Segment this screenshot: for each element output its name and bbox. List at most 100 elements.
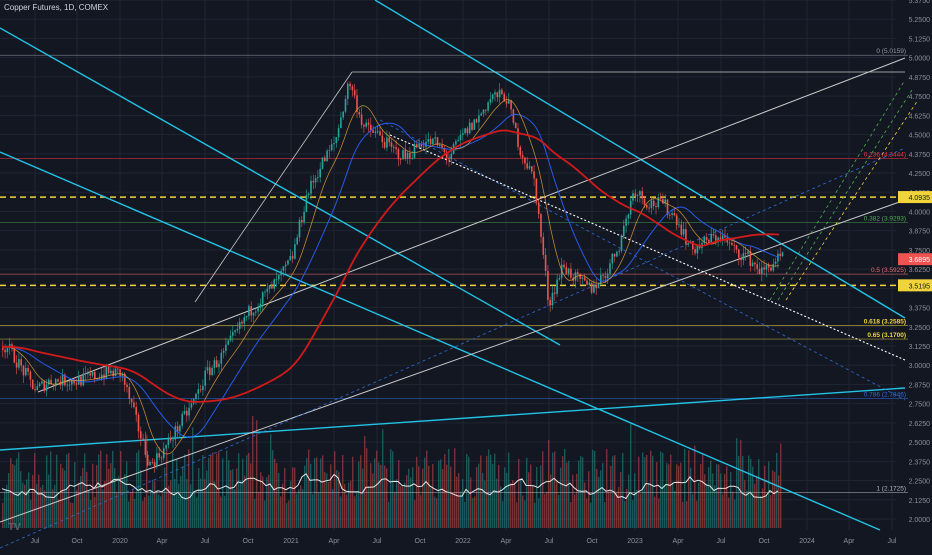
volume-bar bbox=[390, 449, 392, 528]
candle-body bbox=[229, 335, 232, 341]
candle-body bbox=[643, 198, 646, 205]
candle-body bbox=[347, 83, 349, 99]
candle-body bbox=[505, 101, 508, 104]
candle-body bbox=[71, 379, 73, 385]
volume-bar bbox=[474, 496, 476, 528]
volume-bar bbox=[580, 455, 582, 528]
volume-bar bbox=[538, 498, 540, 528]
volume-bar bbox=[208, 457, 210, 528]
candle-body bbox=[448, 157, 450, 160]
candle-body bbox=[232, 332, 234, 336]
candle-body bbox=[620, 236, 623, 251]
volume-bar bbox=[574, 494, 576, 528]
candle-body bbox=[558, 278, 561, 280]
volume-bar bbox=[732, 491, 734, 528]
yellow-projection bbox=[785, 99, 919, 301]
volume-bar bbox=[14, 465, 16, 528]
candle-body bbox=[13, 348, 16, 363]
candle-body bbox=[498, 89, 501, 98]
volume-bar bbox=[348, 482, 350, 528]
candle-body bbox=[52, 384, 55, 386]
y-tick-label: 4.6250 bbox=[909, 113, 931, 120]
candle-body bbox=[508, 100, 510, 104]
candle-body bbox=[551, 292, 554, 306]
volume-bar bbox=[622, 453, 624, 528]
candle-body bbox=[294, 244, 296, 259]
y-tick-label: 3.0000 bbox=[909, 363, 931, 370]
volume-bar bbox=[76, 489, 78, 528]
price-tag-label: 3.5195 bbox=[909, 283, 931, 290]
candle-body bbox=[489, 98, 492, 103]
candle-body bbox=[379, 131, 381, 136]
volume-bar bbox=[156, 490, 158, 528]
volume-bar bbox=[394, 492, 396, 528]
candle-body bbox=[310, 180, 312, 194]
candle-body bbox=[266, 288, 269, 292]
candle-body bbox=[646, 204, 648, 208]
candle-body bbox=[581, 277, 584, 279]
volume-bar bbox=[532, 486, 534, 528]
volume-bar bbox=[264, 500, 266, 528]
candle-body bbox=[287, 260, 289, 265]
volume-bar bbox=[270, 434, 272, 528]
candle-body bbox=[482, 109, 485, 114]
candle-body bbox=[413, 144, 416, 158]
candle-body bbox=[176, 426, 179, 432]
volume-bar bbox=[314, 458, 316, 528]
candle-body bbox=[89, 373, 91, 376]
volume-bar bbox=[130, 491, 132, 528]
candle-body bbox=[514, 122, 517, 129]
volume-bar bbox=[84, 453, 86, 528]
candle-body bbox=[91, 371, 94, 376]
y-tick-label: 2.6250 bbox=[909, 421, 931, 428]
volume-bar bbox=[748, 455, 750, 528]
candle-body bbox=[604, 276, 607, 279]
volume-bar bbox=[332, 488, 334, 528]
fib-label: 0.382 (3.9293) bbox=[864, 215, 906, 222]
candle-body bbox=[321, 157, 324, 169]
volume-bar bbox=[586, 498, 588, 528]
volume-bar bbox=[350, 480, 352, 528]
candle-body bbox=[475, 119, 478, 123]
candle-body bbox=[68, 384, 71, 386]
candle-body bbox=[531, 166, 533, 172]
candle-body bbox=[517, 128, 519, 148]
volume-bar bbox=[24, 484, 26, 528]
volume-bar bbox=[486, 456, 488, 528]
volume-bar bbox=[594, 451, 596, 528]
volume-bar bbox=[66, 454, 68, 528]
candle-body bbox=[724, 235, 726, 238]
y-tick-label: 3.2500 bbox=[909, 325, 931, 332]
candle-body bbox=[376, 131, 379, 133]
volume-bar bbox=[94, 496, 96, 528]
volume-bar bbox=[568, 460, 570, 528]
volume-bar bbox=[778, 475, 780, 528]
volume-bar bbox=[196, 497, 198, 528]
volume-bar bbox=[706, 483, 708, 528]
volume-bar bbox=[426, 450, 428, 528]
candle-body bbox=[563, 264, 565, 268]
candle-body bbox=[641, 191, 643, 199]
candle-body bbox=[494, 92, 496, 95]
candle-body bbox=[395, 147, 397, 150]
volume-bar bbox=[542, 451, 544, 528]
y-tick-label: 3.3750 bbox=[909, 306, 931, 313]
candle-body bbox=[75, 383, 78, 385]
volume-bar bbox=[508, 452, 510, 528]
candle-body bbox=[225, 344, 227, 351]
volume-bar bbox=[734, 499, 736, 528]
candle-body bbox=[314, 177, 317, 183]
candle-body bbox=[50, 379, 52, 385]
volume-bar bbox=[154, 481, 156, 528]
candle-body bbox=[682, 229, 685, 235]
white-channel-lower bbox=[0, 199, 906, 523]
y-tick-label: 2.8750 bbox=[909, 382, 931, 389]
volume-bar bbox=[188, 449, 190, 528]
candle-body bbox=[512, 109, 515, 123]
volume-bar bbox=[186, 478, 188, 528]
y-tick-label: 2.0000 bbox=[909, 517, 931, 524]
volume-bar bbox=[536, 466, 538, 528]
volume-bar bbox=[610, 465, 612, 528]
